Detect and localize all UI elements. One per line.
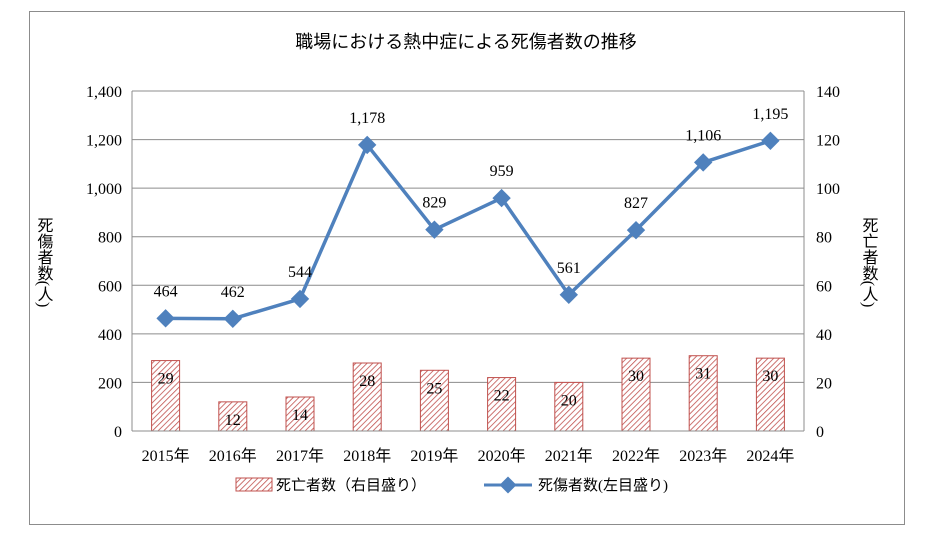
y-axis-left-label: 死傷者数(人) [35, 217, 54, 308]
line-point [694, 153, 713, 172]
right-tick-label: 40 [816, 327, 832, 344]
bar [755, 357, 785, 432]
x-tick-label: 2015年 [142, 447, 190, 465]
line-point [425, 220, 444, 239]
left-tick-label: 1,200 [86, 133, 122, 150]
bar-value-label: 28 [359, 373, 375, 390]
left-tick-labels: 0 200 400 600 800 1,000 1,200 1,400 [86, 84, 122, 441]
y-axis-right-label: 死亡者数(人) [860, 217, 879, 308]
bar-value-label: 22 [494, 388, 510, 405]
bar-value-label: 14 [292, 407, 308, 424]
line-point [156, 309, 175, 328]
right-tick-label: 100 [816, 181, 840, 198]
line-point [223, 309, 242, 328]
line-value-label: 959 [490, 163, 514, 180]
line-point [559, 285, 578, 304]
right-tick-label: 80 [816, 230, 832, 247]
chart-frame [29, 11, 905, 525]
bar-value-label: 25 [426, 380, 442, 397]
right-tick-label: 60 [816, 278, 832, 295]
bar [218, 401, 248, 432]
bar [352, 362, 382, 432]
bar [419, 369, 449, 432]
bar-value-label: 30 [628, 368, 644, 385]
left-tick-label: 1,400 [86, 84, 122, 101]
bar [151, 360, 181, 432]
axes [131, 91, 805, 432]
bar-value-label: 12 [225, 412, 241, 429]
x-tick-label: 2019年 [410, 447, 458, 465]
bar [688, 355, 718, 432]
x-tick-label: 2017年 [276, 447, 324, 465]
right-tick-label: 0 [816, 424, 824, 441]
bar [554, 381, 584, 432]
left-tick-label: 800 [98, 230, 122, 247]
right-tick-label: 140 [816, 84, 840, 101]
line-value-label: 1,178 [349, 110, 385, 127]
right-tick-label: 120 [816, 133, 840, 150]
legend: 死亡者数（右目盛り） 死傷者数(左目盛り) [235, 476, 668, 494]
line-series [156, 131, 780, 328]
line-value-label: 544 [288, 264, 312, 281]
line-value-label: 561 [557, 260, 581, 277]
bar-value-label: 30 [762, 368, 778, 385]
legend-line-label: 死傷者数(左目盛り) [538, 477, 668, 494]
line-point [290, 289, 310, 309]
right-tick-label: 20 [816, 375, 832, 392]
bar-value-label: 20 [561, 392, 577, 409]
legend-line-marker [499, 476, 517, 494]
series-line [165, 139, 771, 321]
x-tick-labels: 2015年 2016年 2017年 2018年 2019年 2020年 2021年 2022年… [142, 447, 795, 465]
x-tick-label: 2024年 [746, 447, 794, 465]
x-tick-label: 2020年 [478, 447, 526, 465]
line-value-label: 1,106 [685, 127, 721, 144]
bar-value-label: 29 [158, 371, 174, 388]
bar-series [151, 355, 785, 432]
left-tick-label: 600 [98, 278, 122, 295]
left-tick-label: 200 [98, 375, 122, 392]
legend-bar-label: 死亡者数（右目盛り） [276, 477, 426, 494]
legend-bar-swatch [235, 477, 273, 492]
line-point [492, 188, 511, 208]
chart-title: 職場における熱中症による死傷者数の推移 [295, 32, 636, 52]
line-point [761, 131, 780, 150]
x-tick-label: 2021年 [545, 447, 593, 465]
bar-labels: 29 12 14 28 25 22 20 30 31 30 [158, 366, 779, 429]
x-tick-label: 2016年 [209, 447, 257, 465]
left-tick-label: 0 [114, 424, 122, 441]
line-value-label: 462 [221, 284, 245, 301]
line-value-label: 1,195 [752, 106, 788, 123]
left-tick-label: 1,000 [86, 181, 122, 198]
x-tick-label: 2018年 [343, 447, 391, 465]
line-value-label: 829 [422, 195, 446, 212]
line-labels: 464 462 544 1,178 829 959 561 827 1,106 1,195 [154, 106, 789, 301]
left-tick-label: 400 [98, 327, 122, 344]
line-value-label: 464 [154, 283, 178, 300]
line-value-label: 827 [624, 195, 648, 212]
x-tick-label: 2022年 [612, 447, 660, 465]
line-point [358, 135, 377, 155]
line-point [626, 220, 646, 240]
bar [487, 377, 517, 432]
x-tick-label: 2023年 [679, 447, 727, 465]
bar-value-label: 31 [695, 366, 711, 383]
right-tick-labels: 0 20 40 60 80 100 120 140 [816, 84, 840, 441]
